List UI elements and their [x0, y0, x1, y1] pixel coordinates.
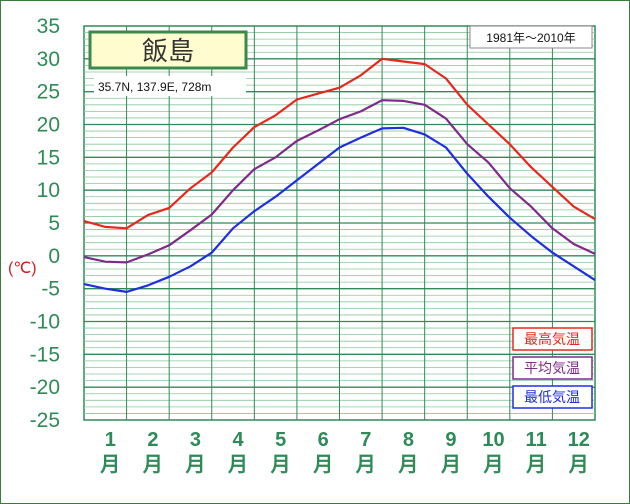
y-tick-label: 15 — [37, 146, 60, 169]
legend-item-3 — [512, 385, 593, 409]
x-tick-month-number: 10 — [482, 429, 504, 451]
period-label: 1981年〜2010年 — [486, 31, 575, 45]
x-tick-month-suffix: 月 — [525, 454, 546, 476]
x-tick-month-number: 9 — [445, 429, 456, 451]
x-tick-month-suffix: 月 — [142, 454, 163, 476]
y-tick-label: -15 — [30, 343, 60, 366]
x-tick-month-number: 11 — [526, 429, 547, 451]
plot-grid — [83, 25, 596, 421]
x-tick-month-number: 4 — [232, 429, 244, 451]
legend-label-3: 最低気温 — [524, 389, 580, 405]
x-tick-month-suffix: 月 — [568, 454, 589, 476]
x-tick-month-suffix: 月 — [397, 454, 418, 476]
series-line-1 — [83, 57, 596, 230]
chart-subtitle: 35.7N, 137.9E, 728m — [98, 80, 211, 94]
x-tick-month-number: 1 — [105, 429, 116, 451]
y-tick-label: 30 — [37, 48, 60, 71]
y-tick-label: -25 — [30, 409, 60, 432]
series-line-2 — [83, 99, 596, 264]
coords-box — [94, 76, 246, 96]
y-tick-label: 35 — [37, 15, 60, 38]
series-lines — [83, 57, 596, 293]
x-tick-month-number: 3 — [190, 429, 201, 451]
legend-label-1: 最高気温 — [524, 331, 580, 347]
x-tick-month-suffix: 月 — [270, 454, 291, 476]
x-tick-month-suffix: 月 — [227, 454, 248, 476]
chart-title: 飯島 — [142, 36, 194, 66]
y-tick-label: 10 — [37, 179, 60, 202]
x-tick-month-number: 12 — [568, 429, 590, 451]
x-tick-month-suffix: 月 — [184, 454, 205, 476]
x-tick-month-number: 8 — [403, 429, 414, 451]
x-axis-ticks: 1 月 2 月 3 月 4 月 5 月 6 月 7 月 8 月 9 月 10 月 11 月 12 月 — [99, 429, 590, 476]
legend-item-1 — [512, 327, 593, 351]
x-tick-month-suffix: 月 — [483, 454, 504, 476]
legend-label-2: 平均気温 — [524, 360, 580, 376]
x-tick-month-suffix: 月 — [355, 454, 376, 476]
y-tick-label: -5 — [41, 278, 60, 301]
y-axis-ticks: 35 30 25 20 15 10 5 0 -5 -10 -15 -20 -25 — [30, 15, 60, 432]
y-tick-label: 5 — [48, 212, 60, 235]
period-box — [469, 25, 593, 49]
y-axis-unit: (℃) — [8, 260, 37, 277]
y-tick-label: 25 — [37, 81, 60, 104]
x-tick-month-number: 7 — [360, 429, 371, 451]
legend-item-2 — [512, 356, 593, 380]
station-title-box — [88, 30, 248, 70]
y-tick-label: -10 — [30, 311, 60, 334]
x-tick-month-suffix: 月 — [440, 454, 461, 476]
x-tick-month-number: 2 — [147, 429, 158, 451]
series-line-3 — [83, 126, 596, 293]
x-tick-month-suffix: 月 — [312, 454, 333, 476]
y-tick-label: 0 — [48, 245, 60, 268]
y-tick-label: 20 — [37, 114, 60, 137]
x-tick-month-suffix: 月 — [99, 454, 120, 476]
y-tick-label: -20 — [30, 376, 60, 399]
x-tick-month-number: 6 — [318, 429, 329, 451]
x-tick-month-number: 5 — [275, 429, 286, 451]
